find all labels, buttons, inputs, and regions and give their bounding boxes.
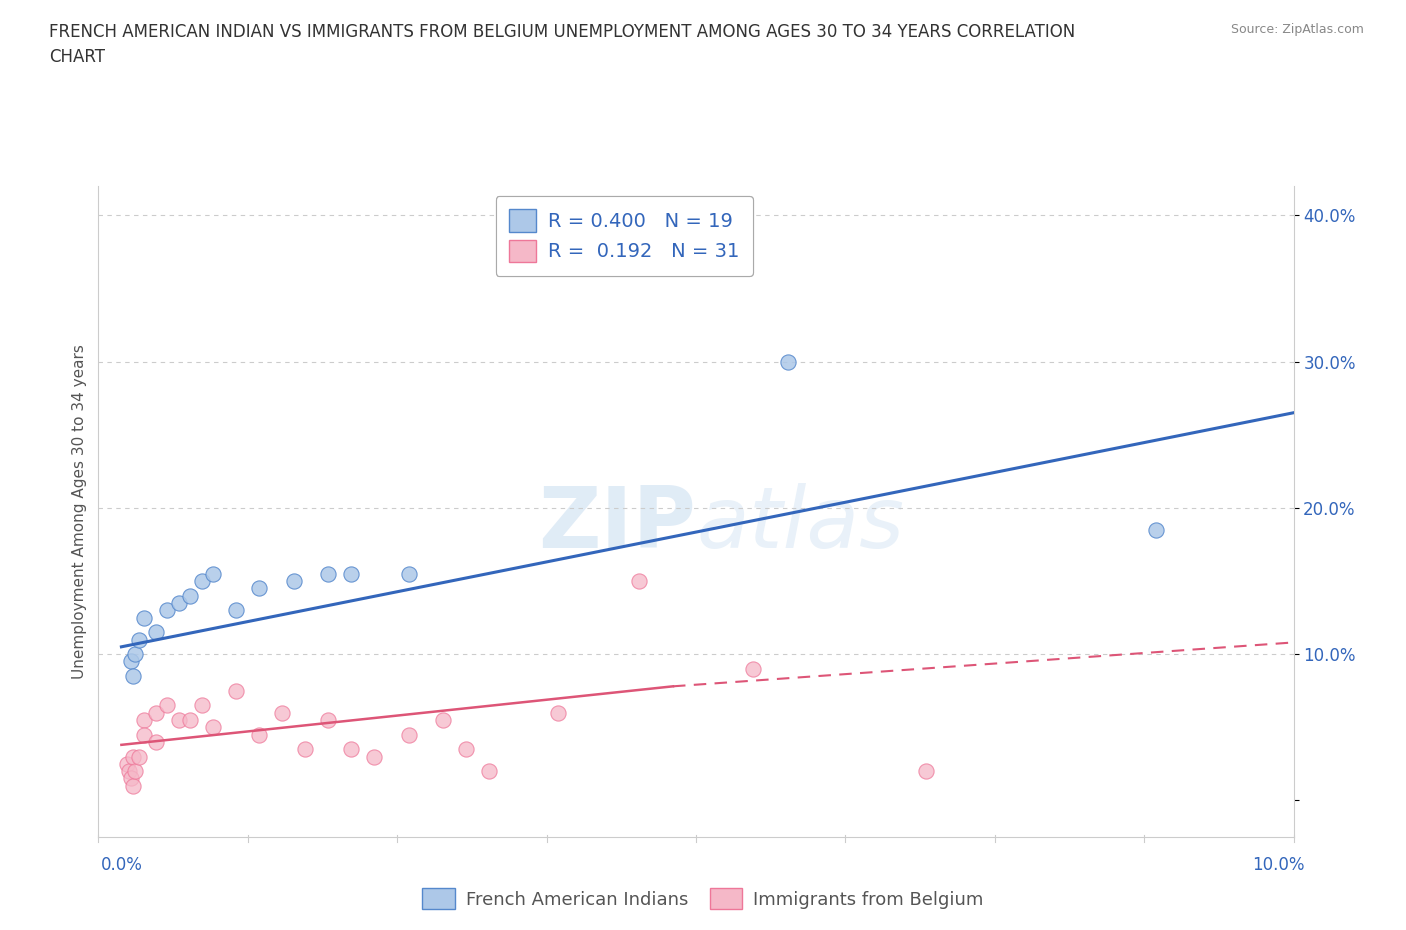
Point — [145, 705, 167, 720]
Point — [128, 632, 150, 647]
Point — [283, 574, 305, 589]
Point — [115, 756, 138, 771]
Point — [122, 778, 145, 793]
Point — [247, 581, 270, 596]
Point — [179, 588, 201, 603]
Text: FRENCH AMERICAN INDIAN VS IMMIGRANTS FROM BELGIUM UNEMPLOYMENT AMONG AGES 30 TO : FRENCH AMERICAN INDIAN VS IMMIGRANTS FRO… — [49, 23, 1076, 41]
Point — [225, 603, 247, 618]
Point — [316, 566, 339, 581]
Point — [167, 595, 190, 610]
Point — [124, 646, 146, 661]
Point — [120, 654, 142, 669]
Point — [547, 705, 569, 720]
Point — [156, 603, 179, 618]
Point — [118, 764, 141, 778]
Point — [627, 574, 650, 589]
Text: ZIP: ZIP — [538, 483, 696, 566]
Point — [432, 712, 454, 727]
Point — [1144, 523, 1167, 538]
Point — [134, 712, 156, 727]
Point — [145, 625, 167, 640]
Point — [202, 566, 225, 581]
Point — [202, 720, 225, 735]
Point — [120, 771, 142, 786]
Text: Source: ZipAtlas.com: Source: ZipAtlas.com — [1230, 23, 1364, 36]
Legend: R = 0.400   N = 19, R =  0.192   N = 31: R = 0.400 N = 19, R = 0.192 N = 31 — [495, 195, 754, 275]
Point — [478, 764, 501, 778]
Point — [191, 574, 214, 589]
Point — [456, 742, 478, 757]
Point — [156, 698, 179, 712]
Point — [398, 727, 420, 742]
Point — [134, 610, 156, 625]
Point — [742, 661, 765, 676]
Point — [363, 749, 385, 764]
Point — [776, 354, 799, 369]
Point — [271, 705, 294, 720]
Point — [124, 764, 146, 778]
Point — [128, 749, 150, 764]
Point — [294, 742, 316, 757]
Point — [191, 698, 214, 712]
Point — [225, 684, 247, 698]
Point — [340, 742, 363, 757]
Point — [340, 566, 363, 581]
Point — [914, 764, 936, 778]
Point — [247, 727, 270, 742]
Point — [316, 712, 339, 727]
Point — [167, 712, 190, 727]
Point — [179, 712, 201, 727]
Text: atlas: atlas — [696, 483, 904, 566]
Text: 0.0%: 0.0% — [101, 856, 143, 873]
Point — [134, 727, 156, 742]
Point — [122, 749, 145, 764]
Point — [145, 735, 167, 750]
Text: 10.0%: 10.0% — [1253, 856, 1305, 873]
Legend: French American Indians, Immigrants from Belgium: French American Indians, Immigrants from… — [415, 881, 991, 916]
Text: CHART: CHART — [49, 48, 105, 66]
Point — [122, 669, 145, 684]
Y-axis label: Unemployment Among Ages 30 to 34 years: Unemployment Among Ages 30 to 34 years — [72, 344, 87, 679]
Point — [398, 566, 420, 581]
